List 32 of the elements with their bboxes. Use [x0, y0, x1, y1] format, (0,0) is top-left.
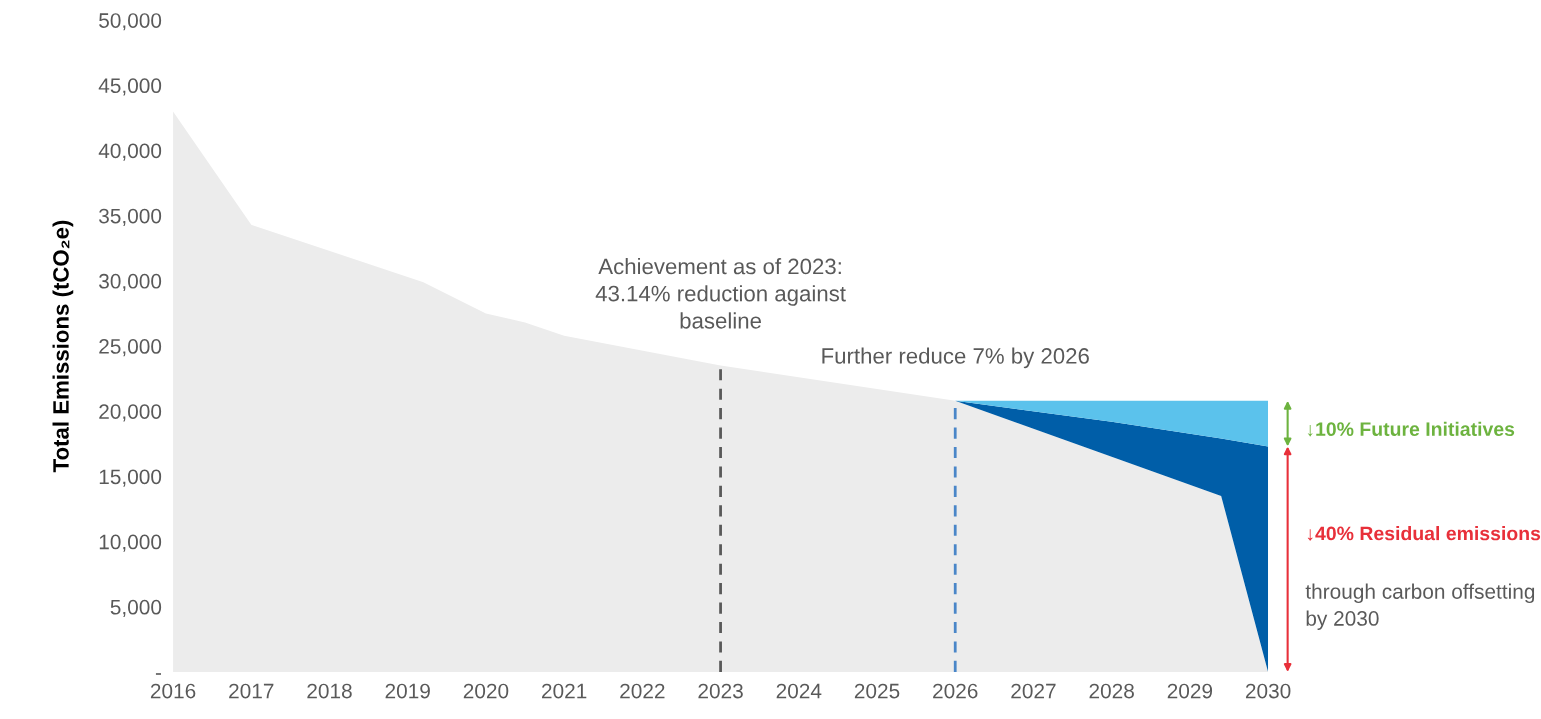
x-tick-label: 2025 [854, 683, 900, 699]
x-tick-label: 2029 [1167, 683, 1213, 699]
x-tick-label: 2026 [933, 683, 978, 699]
ref-line-label: Further reduce 7% by 2026 [822, 347, 1089, 369]
x-tick-label: 2018 [307, 683, 352, 699]
text: ↓40% Residual emissions [1307, 526, 1541, 541]
y-tick-label: 50,000 [99, 13, 162, 31]
x-tick-label: 2030 [1245, 683, 1291, 699]
y-tick-label: - [155, 673, 162, 675]
y-tick-label: 15,000 [99, 469, 162, 487]
y-tick-label: 40,000 [98, 143, 162, 161]
y-tick-label: 45,000 [98, 78, 162, 96]
y-axis-title: Total Emissions (tCO₂e) [52, 220, 74, 473]
x-tick-label: 2028 [1089, 683, 1134, 699]
x-tick-label: 2020 [463, 683, 509, 699]
x-tick-label: 2019 [385, 683, 430, 699]
x-tick-label: 2022 [620, 683, 665, 699]
x-tick-label: 2021 [542, 683, 587, 699]
ref-line-label: Achievement as of 2023: 43.14% reduction against baseline [595, 257, 846, 329]
x-tick-label: 2016 [150, 683, 196, 699]
y-tick-label: 30,000 [99, 273, 162, 292]
x-tick-label: 2027 [1011, 683, 1056, 699]
text: ↓10% Future Initiatives [1307, 421, 1515, 437]
y-tick-label: 10,000 [99, 534, 162, 552]
x-tick-label: 2024 [776, 683, 822, 699]
y-tick-label: 5,000 [110, 599, 162, 618]
y-tick-label: 25,000 [99, 339, 162, 357]
x-tick-label: 2023 [698, 683, 743, 699]
y-tick-label: 35,000 [99, 208, 162, 226]
x-tick-label: 2017 [229, 683, 274, 699]
y-tick-label: 20,000 [99, 404, 162, 422]
text: through carbon offsetting by 2030 [1305, 583, 1535, 630]
